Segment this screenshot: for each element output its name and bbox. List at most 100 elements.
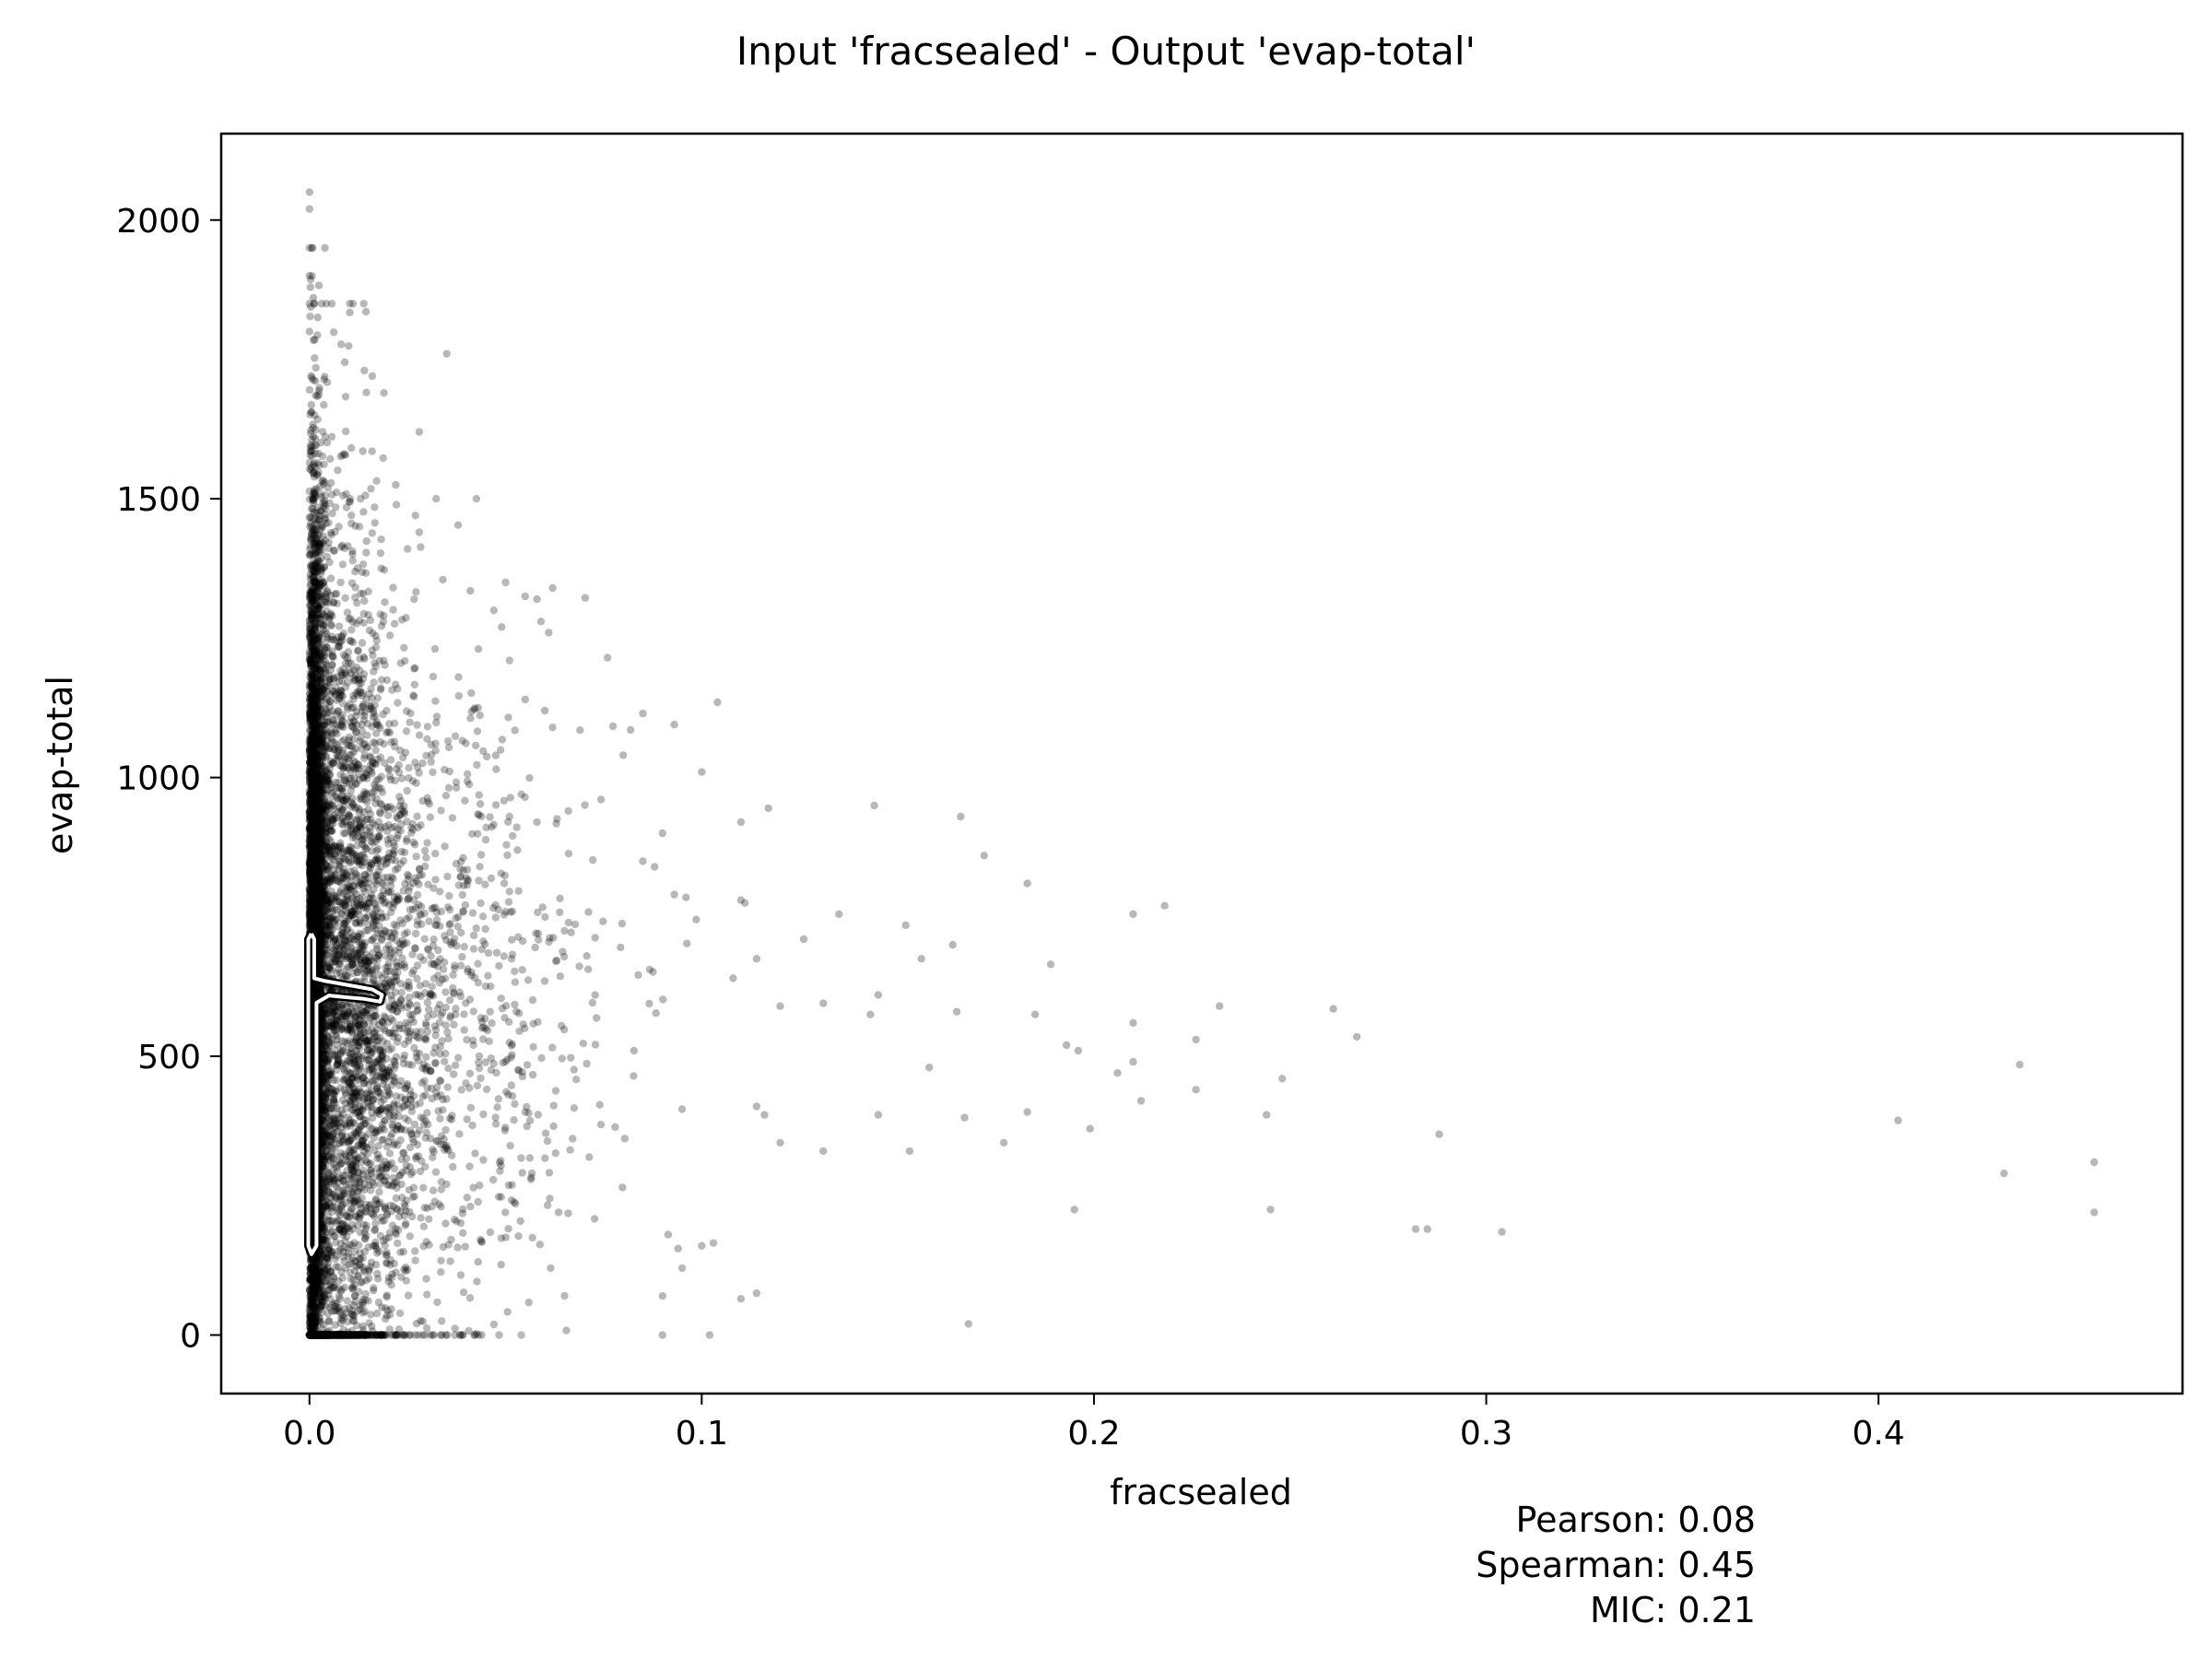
scatter-point	[310, 859, 319, 868]
scatter-point	[307, 535, 315, 543]
scatter-point	[313, 1279, 322, 1288]
scatter-point	[315, 1331, 324, 1339]
scatter-point	[310, 843, 319, 853]
scatter-point	[306, 668, 314, 677]
scatter-point	[320, 1331, 329, 1339]
scatter-point	[311, 861, 319, 869]
scatter-point	[307, 903, 315, 912]
scatter-point	[318, 767, 326, 776]
scatter-point	[312, 862, 322, 870]
scatter-point	[305, 1331, 314, 1339]
scatter-point	[309, 774, 317, 782]
scatter-point	[307, 401, 315, 409]
scatter-point	[310, 1327, 319, 1336]
scatter-point	[305, 858, 313, 867]
scatter-point	[307, 917, 315, 925]
scatter-point	[306, 1268, 314, 1277]
scatter-point	[308, 655, 316, 664]
scatter-point	[319, 1116, 327, 1125]
scatter-point	[310, 605, 318, 613]
scatter-point	[307, 924, 315, 932]
scatter-point	[309, 1311, 318, 1319]
scatter-point	[309, 832, 317, 841]
scatter-point	[312, 579, 321, 587]
scatter-point	[329, 598, 338, 606]
scatter-point	[315, 706, 324, 714]
scatter-point	[313, 739, 323, 747]
scatter-point	[321, 1331, 329, 1339]
scatter-point	[315, 985, 324, 994]
scatter-point	[312, 818, 320, 827]
scatter-point	[312, 879, 321, 888]
scatter-point	[311, 687, 320, 695]
scatter-point	[308, 752, 317, 760]
scatter-point	[313, 712, 323, 722]
scatter-point	[307, 1331, 316, 1339]
scatter-point	[309, 792, 318, 801]
scatter-point	[307, 793, 315, 802]
scatter-point	[309, 1331, 317, 1339]
scatter-point	[312, 1331, 321, 1339]
scatter-point	[320, 818, 328, 827]
scatter-point	[307, 858, 315, 866]
scatter-point	[306, 622, 314, 630]
scatter-point	[313, 771, 322, 779]
scatter-point	[317, 747, 326, 756]
scatter-point	[311, 1281, 319, 1289]
scatter-point	[322, 921, 330, 929]
scatter-point	[306, 447, 315, 456]
scatter-point	[335, 1331, 344, 1339]
scatter-point	[319, 1331, 327, 1339]
scatter-point	[316, 1331, 324, 1339]
scatter-point	[310, 856, 319, 865]
scatter-point	[318, 649, 327, 657]
scatter-point	[305, 811, 313, 820]
scatter-point	[306, 745, 314, 753]
scatter-point	[315, 632, 324, 641]
scatter-point	[312, 1331, 322, 1339]
scatter-point	[306, 799, 315, 807]
scatter-point	[317, 1331, 325, 1339]
scatter-point	[312, 889, 322, 898]
scatter-point	[308, 672, 317, 680]
scatter-point	[311, 1304, 319, 1312]
scatter-point	[313, 313, 322, 322]
scatter-point	[317, 1331, 326, 1339]
scatter-point	[322, 665, 330, 674]
scatter-point	[305, 551, 313, 559]
scatter-point	[312, 777, 320, 786]
scatter-point	[316, 833, 325, 841]
scatter-point	[315, 1294, 324, 1302]
scatter-point	[312, 546, 320, 554]
scatter-point	[305, 899, 314, 907]
scatter-point	[320, 928, 328, 936]
scatter-point	[314, 1298, 324, 1306]
scatter-point	[315, 1286, 324, 1295]
scatter-point	[305, 779, 314, 787]
scatter-point	[309, 722, 317, 731]
scatter-point	[307, 1331, 316, 1339]
scatter-point	[316, 882, 324, 890]
scatter-point	[306, 1307, 314, 1315]
scatter-point	[314, 281, 324, 289]
scatter-point	[305, 1331, 314, 1339]
scatter-point	[307, 371, 315, 380]
scatter-point	[306, 789, 314, 798]
scatter-point	[319, 532, 327, 540]
scatter-point	[315, 1331, 324, 1339]
scatter-point	[307, 465, 315, 475]
scatter-point	[308, 830, 317, 839]
scatter-point	[310, 926, 318, 935]
scatter-point	[309, 867, 317, 876]
scatter-point	[310, 840, 318, 849]
scatter-point	[314, 923, 323, 931]
scatter-point	[312, 578, 321, 587]
scatter-point	[313, 868, 322, 877]
scatter-point	[316, 670, 325, 679]
scatter-point	[312, 896, 320, 905]
scatter-point	[312, 788, 321, 796]
scatter-point	[306, 868, 315, 877]
scatter-point	[313, 610, 322, 619]
scatter-point	[310, 649, 319, 658]
scatter-point	[313, 755, 323, 763]
